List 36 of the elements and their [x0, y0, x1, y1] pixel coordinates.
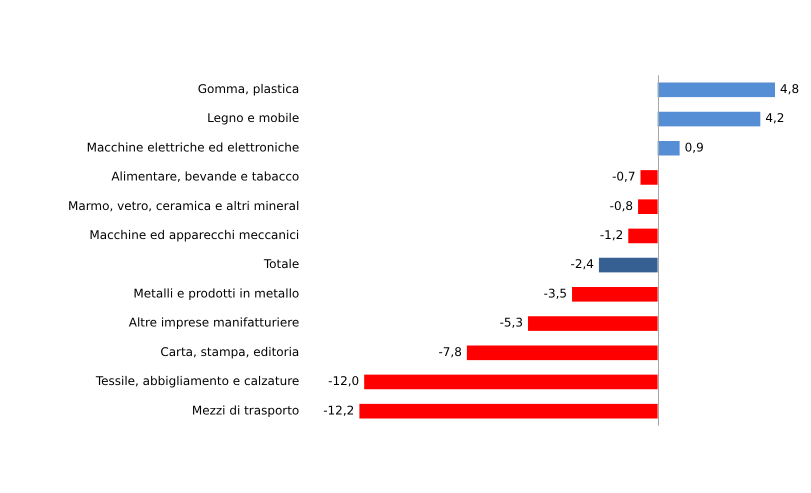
data-label: -2,4	[570, 257, 594, 272]
data-label: -12,2	[323, 403, 354, 418]
bar	[364, 374, 658, 390]
y-tick-label: Gomma, plastica	[198, 82, 300, 96]
bar	[658, 140, 680, 156]
data-label: -12,0	[328, 374, 360, 388]
bar	[466, 345, 658, 360]
y-tick-label: Marmo, vetro, ceramica e altri mineral	[68, 198, 300, 213]
bar	[638, 199, 658, 214]
y-tick-label: Legno e mobile	[207, 111, 300, 126]
data-label: 4,8	[780, 82, 800, 96]
y-tick-label: Carta, stampa, editoria	[160, 344, 300, 359]
bar	[658, 82, 775, 98]
bar	[598, 258, 658, 272]
y-tick-label: Alimentare, bevande e tabacco	[111, 170, 300, 184]
data-label: 4,2	[765, 111, 784, 126]
bar	[572, 287, 658, 302]
data-label: -5,3	[500, 316, 524, 330]
y-tick-label: Altre imprese manifatturiere	[128, 316, 300, 330]
y-tick-label: Tessile, abbigliamento e calzature	[94, 374, 300, 388]
data-label: -1,2	[600, 228, 624, 242]
y-tick-label: Macchine elettriche ed elettroniche	[86, 140, 300, 154]
bar	[359, 404, 658, 418]
bar	[640, 170, 658, 185]
bar	[528, 316, 658, 331]
y-tick-label: Macchine ed apparecchi meccanici	[89, 228, 300, 242]
bar	[658, 112, 760, 126]
y-tick-label: Metalli e prodotti in metallo	[133, 286, 300, 300]
y-tick-label: Totale	[262, 257, 300, 272]
data-label: -3,5	[544, 286, 568, 300]
data-label: -0,8	[610, 198, 634, 213]
data-label: 0,9	[684, 140, 704, 154]
data-label: -0,7	[612, 170, 636, 184]
y-tick-label: Mezzi di trasporto	[192, 403, 300, 418]
bar	[628, 228, 658, 244]
data-label: -7,8	[438, 344, 462, 359]
